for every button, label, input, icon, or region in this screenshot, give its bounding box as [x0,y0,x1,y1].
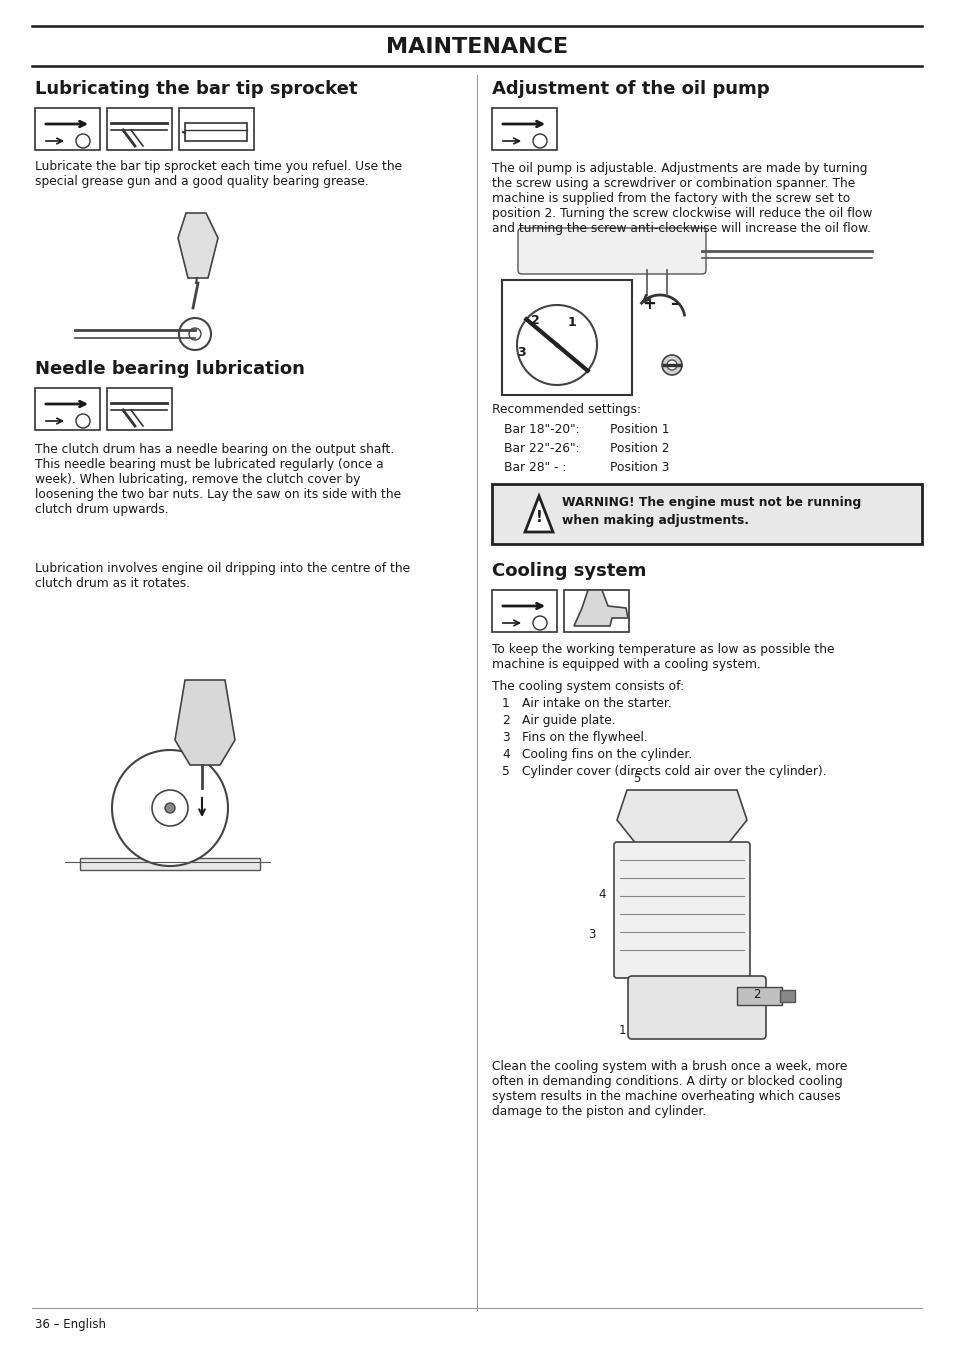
Bar [492,590,557,632]
Circle shape [152,790,188,825]
Bar [107,388,172,430]
Text: Cooling system: Cooling system [492,562,646,580]
Text: Lubricate the bar tip sprocket each time you refuel. Use the
special grease gun : Lubricate the bar tip sprocket each time… [35,159,402,188]
Text: Position 1: Position 1 [609,423,669,436]
Text: 1: 1 [567,316,576,330]
Text: Air guide plate.: Air guide plate. [521,713,615,727]
Text: The cooling system consists of:: The cooling system consists of: [492,680,683,693]
Text: Recommended settings:: Recommended settings: [492,403,640,416]
Bar [492,108,557,150]
Text: Bar 28" - :: Bar 28" - : [503,461,566,474]
Text: +: + [641,295,655,313]
Text: Clean the cooling system with a brush once a week, more
often in demanding condi: Clean the cooling system with a brush on… [492,1061,846,1119]
Polygon shape [524,496,553,532]
Bar [185,123,247,141]
Circle shape [189,328,201,340]
Text: 4: 4 [501,748,509,761]
Bar [107,108,172,150]
Text: 3: 3 [501,731,509,744]
Text: 5: 5 [501,765,509,778]
Circle shape [179,317,211,350]
Polygon shape [174,680,234,765]
Text: WARNING! The engine must not be running
when making adjustments.: WARNING! The engine must not be running … [561,496,861,527]
Polygon shape [574,590,627,626]
Text: 2: 2 [530,313,538,327]
Polygon shape [617,790,746,844]
Text: Fins on the flywheel.: Fins on the flywheel. [521,731,647,744]
Circle shape [666,359,677,370]
Text: Cylinder cover (directs cold air over the cylinder).: Cylinder cover (directs cold air over th… [521,765,825,778]
Text: 3: 3 [588,928,595,942]
FancyBboxPatch shape [614,842,749,978]
Text: Position 3: Position 3 [609,461,669,474]
Circle shape [76,413,90,428]
Circle shape [76,134,90,149]
Text: Lubrication involves engine oil dripping into the centre of the
clutch drum as i: Lubrication involves engine oil dripping… [35,562,410,590]
Text: 4: 4 [598,889,605,901]
Polygon shape [178,213,218,278]
Text: The oil pump is adjustable. Adjustments are made by turning
the screw using a sc: The oil pump is adjustable. Adjustments … [492,162,871,235]
Circle shape [661,355,681,376]
Text: Needle bearing lubrication: Needle bearing lubrication [35,359,305,378]
Bar [35,388,100,430]
Text: 5: 5 [633,771,640,785]
Text: Air intake on the starter.: Air intake on the starter. [521,697,671,711]
FancyBboxPatch shape [627,975,765,1039]
Text: Bar 18"-20":: Bar 18"-20": [503,423,579,436]
Bar [501,280,631,394]
Text: To keep the working temperature as low as possible the
machine is equipped with : To keep the working temperature as low a… [492,643,834,671]
Text: Lubricating the bar tip sprocket: Lubricating the bar tip sprocket [35,80,357,99]
Text: Bar 22"-26":: Bar 22"-26": [503,442,578,455]
Text: !: ! [535,511,542,526]
Bar [737,988,781,1005]
Bar [179,108,253,150]
Text: MAINTENANCE: MAINTENANCE [386,36,567,57]
Text: The clutch drum has a needle bearing on the output shaft.
This needle bearing mu: The clutch drum has a needle bearing on … [35,443,400,516]
Bar [35,108,100,150]
Circle shape [517,305,597,385]
Text: –: – [669,295,678,313]
Bar [780,990,794,1002]
Text: 3: 3 [517,346,526,359]
Circle shape [112,750,228,866]
Bar [492,484,921,544]
Text: Position 2: Position 2 [609,442,669,455]
Text: Adjustment of the oil pump: Adjustment of the oil pump [492,80,769,99]
Text: 1: 1 [501,697,509,711]
Circle shape [165,802,174,813]
Circle shape [533,134,546,149]
Text: Cooling fins on the cylinder.: Cooling fins on the cylinder. [521,748,692,761]
Circle shape [533,616,546,630]
Text: 2: 2 [753,989,760,1001]
FancyBboxPatch shape [517,228,705,274]
Text: 36 – English: 36 – English [35,1319,106,1331]
Bar [563,590,628,632]
Bar [80,858,260,870]
Text: 2: 2 [501,713,509,727]
Text: 1: 1 [618,1024,625,1036]
